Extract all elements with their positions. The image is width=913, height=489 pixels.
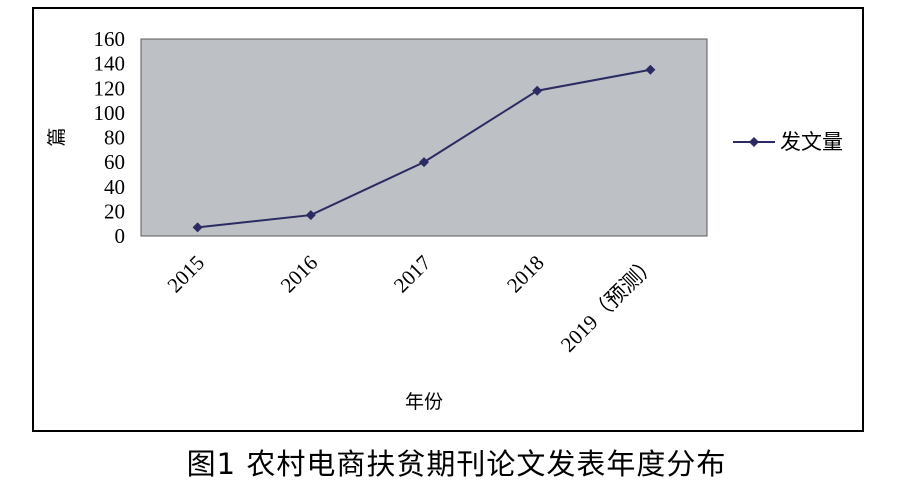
legend-marker	[749, 137, 759, 147]
data-point	[532, 85, 543, 96]
y-tick-label: 60	[104, 150, 125, 174]
x-tick-label: 2016	[276, 251, 323, 298]
x-axis-label: 年份	[405, 391, 443, 413]
series-layer	[192, 64, 656, 233]
y-tick-label: 160	[94, 27, 126, 51]
data-point	[192, 222, 203, 233]
data-point	[419, 157, 429, 168]
y-tick-label: 140	[94, 52, 126, 76]
y-tick-label: 80	[104, 126, 125, 150]
y-axis-label: 篇	[46, 127, 68, 146]
data-point	[645, 64, 656, 75]
legend: 发文量	[733, 130, 843, 154]
x-tick-label: 2015	[162, 251, 209, 298]
y-tick-label: 120	[94, 76, 126, 100]
plot-area	[140, 38, 708, 237]
y-tick-label: 0	[115, 224, 126, 248]
x-axis-ticks: 2015 2016 2017 2018 2019（预测）	[162, 251, 661, 357]
data-point	[305, 210, 316, 221]
y-tick-label: 100	[94, 101, 126, 125]
y-tick-label: 40	[104, 175, 125, 199]
x-tick-label: 2019（预测）	[556, 251, 662, 357]
x-tick-label: 2017	[389, 251, 436, 298]
x-tick-label: 2018	[502, 251, 549, 298]
y-tick-label: 20	[104, 199, 125, 223]
legend-label: 发文量	[780, 130, 843, 154]
figure-caption: 图1 农村电商扶贫期刊论文发表年度分布	[186, 447, 727, 481]
